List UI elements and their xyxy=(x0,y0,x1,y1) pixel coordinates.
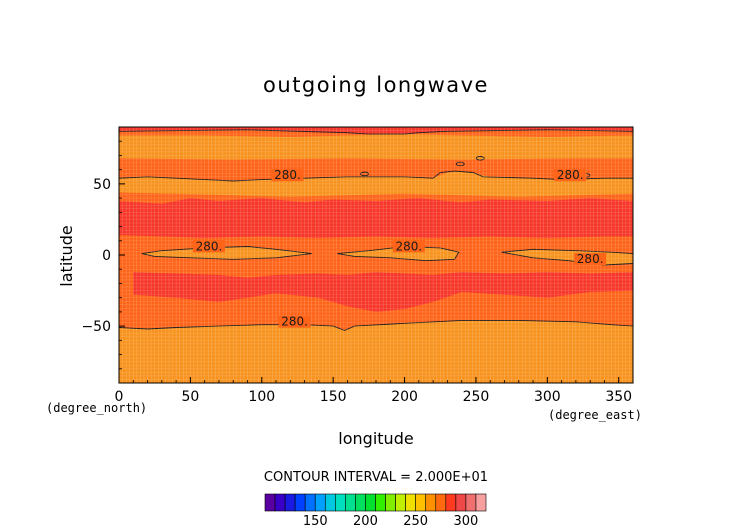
colorbar-swatch xyxy=(455,493,467,512)
contour-label-5: 280. xyxy=(577,252,604,266)
colorbar-swatch xyxy=(314,493,326,512)
x-tick-label: 250 xyxy=(463,389,490,405)
colorbar-tick-label: 150 xyxy=(303,514,328,529)
contour-equatorial-1 xyxy=(141,246,312,260)
colorbar-swatch xyxy=(475,493,487,512)
y-tick-label: 0 xyxy=(102,248,111,264)
colorbar-swatch xyxy=(355,493,366,512)
colorbar-swatch xyxy=(294,493,306,512)
x-tick-label: 300 xyxy=(534,389,561,405)
contour-equatorial-2 xyxy=(337,246,460,262)
field-tropic-south-high xyxy=(133,272,633,312)
contour-label-6: 280. xyxy=(281,315,308,329)
colorbar-swatch xyxy=(335,493,346,512)
colorbar-swatch xyxy=(415,493,427,512)
colorbar-swatch xyxy=(375,493,386,512)
contour-label-bg xyxy=(554,169,587,182)
colorbar-swatch xyxy=(395,493,406,512)
y-axis-label: latitude xyxy=(57,225,76,286)
y-tick-label: −50 xyxy=(81,319,111,335)
field-polar-cap xyxy=(119,127,633,135)
x-axis-unit: (degree_east) xyxy=(548,408,642,422)
x-tick-label: 350 xyxy=(605,389,632,405)
y-axis-unit: (degree_north) xyxy=(46,401,147,415)
colorbar-swatch xyxy=(435,493,447,512)
colorbar-swatch xyxy=(264,493,276,512)
x-tick-label: 50 xyxy=(181,389,199,405)
colorbar-swatch xyxy=(445,493,457,512)
field-south-low xyxy=(119,320,633,383)
x-axis-label: longitude xyxy=(338,429,413,448)
colorbar-swatch xyxy=(365,493,376,512)
y-tick-label: 50 xyxy=(93,177,111,193)
contour-label-bg xyxy=(192,240,225,253)
contour-line-north xyxy=(119,170,633,182)
contour-label-1: 280. xyxy=(274,168,301,182)
colorbar-swatch xyxy=(304,493,316,512)
colorbar-swatch xyxy=(284,493,296,512)
contour-blob-2 xyxy=(455,161,465,167)
x-tick-label: 150 xyxy=(320,389,347,405)
contour-label-bg xyxy=(392,240,425,253)
contour-blob-3 xyxy=(360,171,370,177)
contour-line-south xyxy=(119,319,633,331)
colorbar-swatch xyxy=(405,493,416,512)
x-tick-label: 0 xyxy=(115,389,124,405)
chart-title: outgoing longwave xyxy=(263,73,489,97)
x-tick-label: 100 xyxy=(248,389,275,405)
colorbar-swatch xyxy=(465,493,477,512)
field-north-upper-low xyxy=(119,134,633,160)
contour-label-3: 280. xyxy=(196,239,223,253)
colorbar-tick-label: 250 xyxy=(403,514,428,529)
colorbar-tick-label: 300 xyxy=(453,514,478,529)
field-tropic-north-high xyxy=(119,198,633,238)
contour-blob-1 xyxy=(475,156,485,161)
plot-area: 280. 280. 280. 280. 280. 280. 0 50 100 150 200 250 3… xyxy=(81,126,634,405)
colorbar-tick-label: 200 xyxy=(353,514,378,529)
contour-label-4: 280. xyxy=(395,239,422,253)
colorbar-swatch xyxy=(324,493,336,512)
contour-label-2: 280. xyxy=(557,168,584,182)
contour-label-bg xyxy=(271,169,304,182)
contour-label-bg xyxy=(278,315,311,328)
contour-interval: CONTOUR INTERVAL = 2.000E+01 xyxy=(264,470,488,485)
colorbar-swatch xyxy=(425,493,437,512)
contour-label-bg xyxy=(574,253,607,266)
colorbar: 150 200 250 300 xyxy=(264,493,487,529)
x-tick-label: 200 xyxy=(391,389,418,405)
colorbar-swatch xyxy=(274,493,286,512)
contour-line-polar xyxy=(119,129,633,135)
colorbar-swatch xyxy=(345,493,356,512)
field: 280. 280. 280. 280. 280. 280. xyxy=(119,127,633,383)
colorbar-swatch xyxy=(385,493,396,512)
